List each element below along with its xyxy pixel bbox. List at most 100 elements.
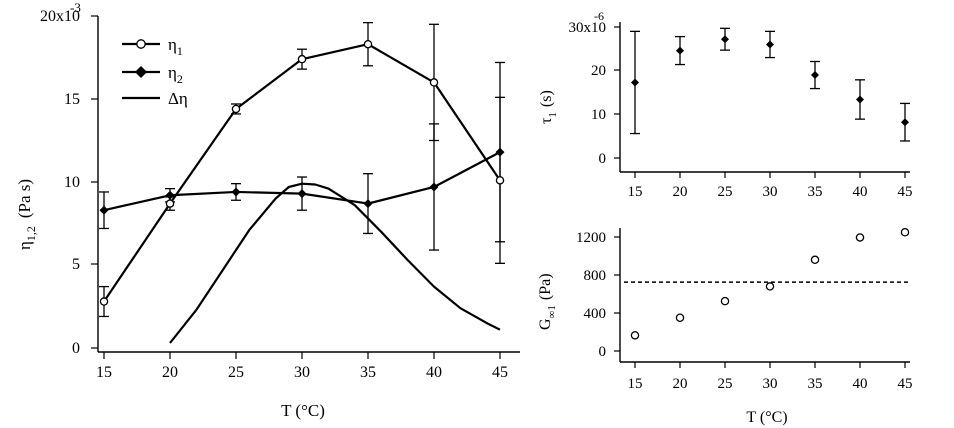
eta2-point — [363, 199, 373, 209]
tau-x-tick-label: 25 — [718, 184, 733, 200]
ginf-point — [675, 313, 685, 322]
eta-x-tick-label: 20 — [162, 364, 178, 381]
ginf-y-tick-label: 0 — [599, 344, 607, 360]
eta-y-tick-label: 10 — [64, 174, 80, 191]
tau1-point — [766, 40, 774, 49]
eta2-point — [495, 147, 505, 157]
ginf-x-tick-label: 45 — [898, 376, 913, 392]
legend-entry-delta-eta: Δη — [122, 89, 188, 108]
tau-y-label-unit: (s) — [538, 90, 555, 107]
legend-eta2-sub: 2 — [177, 72, 183, 86]
eta-x-label: T (°C) — [281, 401, 325, 420]
ginf-x-tick-label: 35 — [808, 376, 823, 392]
legend-eta2-main: η — [168, 63, 177, 82]
ginf-x-tick-label: 20 — [673, 376, 688, 392]
ginf-point — [810, 255, 820, 265]
tau-x-tick-label: 20 — [673, 184, 688, 200]
eta-y-label-unit: (Pa s) — [15, 179, 34, 218]
legend-eta1-main: η — [168, 35, 177, 54]
eta2-point — [99, 205, 109, 215]
eta2-point — [297, 189, 307, 199]
ginf-x-tick-label: 40 — [853, 376, 868, 392]
legend-eta1-sub: 1 — [177, 44, 183, 58]
eta1-point — [231, 104, 241, 114]
eta-y-tick-label: 15 — [64, 91, 80, 108]
legend-label-eta1: η1 — [168, 35, 183, 58]
tau-panel: 0 10 20 30x10 15 20 25 30 35 40 45 -6 τ1 (s) — [538, 9, 913, 200]
eta2-point — [231, 187, 241, 197]
tau-y-tick-label: 10 — [591, 107, 606, 123]
eta1-point — [363, 39, 373, 49]
eta2-point — [429, 182, 439, 192]
legend-marker-open-circle — [136, 39, 146, 49]
tau-y-tick-label: 20 — [591, 63, 606, 79]
ginf-y-label-unit: (Pa) — [537, 273, 554, 300]
legend-label-delta-eta: Δη — [168, 89, 188, 108]
tau1-point — [631, 78, 639, 87]
eta-y-label-main: η — [15, 241, 34, 250]
ginf-x-tick-label: 15 — [628, 376, 643, 392]
tau-y-tick-label: 30x10 — [569, 20, 607, 36]
eta-x-tick-label: 40 — [426, 364, 442, 381]
ginf-point — [765, 282, 775, 291]
legend-entry-eta1: η1 — [122, 35, 183, 58]
ginf-point — [855, 233, 865, 242]
tau-x-tick-label: 30 — [763, 184, 778, 200]
ginf-y-label: G∞1 (Pa) — [537, 273, 558, 330]
eta1-point — [429, 78, 439, 87]
eta-y-tick-label: 5 — [72, 256, 80, 273]
tau-y-exponent: -6 — [594, 9, 604, 23]
tau-y-tick-label: 0 — [599, 151, 607, 167]
ginf-x-tick-label: 25 — [718, 376, 733, 392]
eta-plot-area — [99, 21, 505, 344]
tau-x-tick-label: 35 — [808, 184, 823, 200]
tau1-point — [856, 95, 864, 104]
tau-y-label-sub: 1 — [547, 112, 559, 118]
eta-x-tick-label: 35 — [360, 364, 376, 381]
ginf-x-ticks: 15 20 25 30 35 40 45 — [628, 362, 913, 392]
ginf-panel: 0 400 800 1200 15 20 25 30 35 40 45 T (°C) G∞1 (Pa… — [537, 227, 913, 426]
tau-y-ticks: 0 10 20 30x10 — [569, 20, 620, 167]
tau-y-label: τ1 (s) — [538, 90, 559, 124]
tau-x-tick-label: 45 — [898, 184, 913, 200]
tau-x-tick-label: 40 — [853, 184, 868, 200]
ginf-plot-area — [624, 227, 910, 340]
legend-entry-eta2: η2 — [122, 63, 183, 86]
ginf-y-tick-label: 800 — [584, 268, 607, 284]
ginf-y-tick-label: 1200 — [576, 230, 606, 246]
ginf-y-ticks: 0 400 800 1200 — [576, 230, 620, 360]
eta-y-label: η1,2 (Pa s) — [15, 179, 38, 250]
ginf-x-label: T (°C) — [746, 409, 787, 426]
tau1-point — [901, 118, 909, 127]
eta-y-ticks: 0 5 10 15 20x10 — [40, 8, 98, 357]
eta-y-tick-label: 0 — [72, 340, 80, 357]
eta1-line — [103, 43, 501, 303]
tau-y-label-main: τ — [538, 117, 555, 124]
ginf-x-tick-label: 30 — [763, 376, 778, 392]
eta1-point — [495, 176, 505, 185]
eta-y-tick-label: 20x10 — [40, 8, 80, 25]
ginf-y-label-main: G — [537, 318, 554, 330]
tau1-point — [721, 35, 729, 44]
legend-label-eta2: η2 — [168, 63, 183, 86]
eta-legend: η1 η2 Δη — [122, 35, 188, 108]
ginf-point — [720, 296, 730, 306]
eta1-point — [99, 297, 109, 306]
ginf-y-label-sub: ∞1 — [546, 305, 558, 318]
delta-eta-line — [169, 182, 501, 344]
eta-x-ticks: 15 20 25 30 35 40 45 — [96, 352, 508, 381]
eta-x-tick-label: 15 — [96, 364, 112, 381]
ginf-point — [900, 227, 910, 237]
eta1-point — [165, 199, 175, 208]
tau-x-ticks: 15 20 25 30 35 40 45 — [628, 172, 913, 200]
eta-y-exponent: -3 — [70, 0, 81, 15]
ginf-point — [630, 331, 640, 340]
tau1-point — [676, 46, 684, 55]
eta-x-tick-label: 45 — [492, 364, 508, 381]
eta1-point — [297, 54, 307, 64]
eta-x-tick-label: 25 — [228, 364, 244, 381]
tau-plot-area — [630, 27, 910, 142]
eta-y-label-sub: 1,2 — [24, 226, 38, 241]
